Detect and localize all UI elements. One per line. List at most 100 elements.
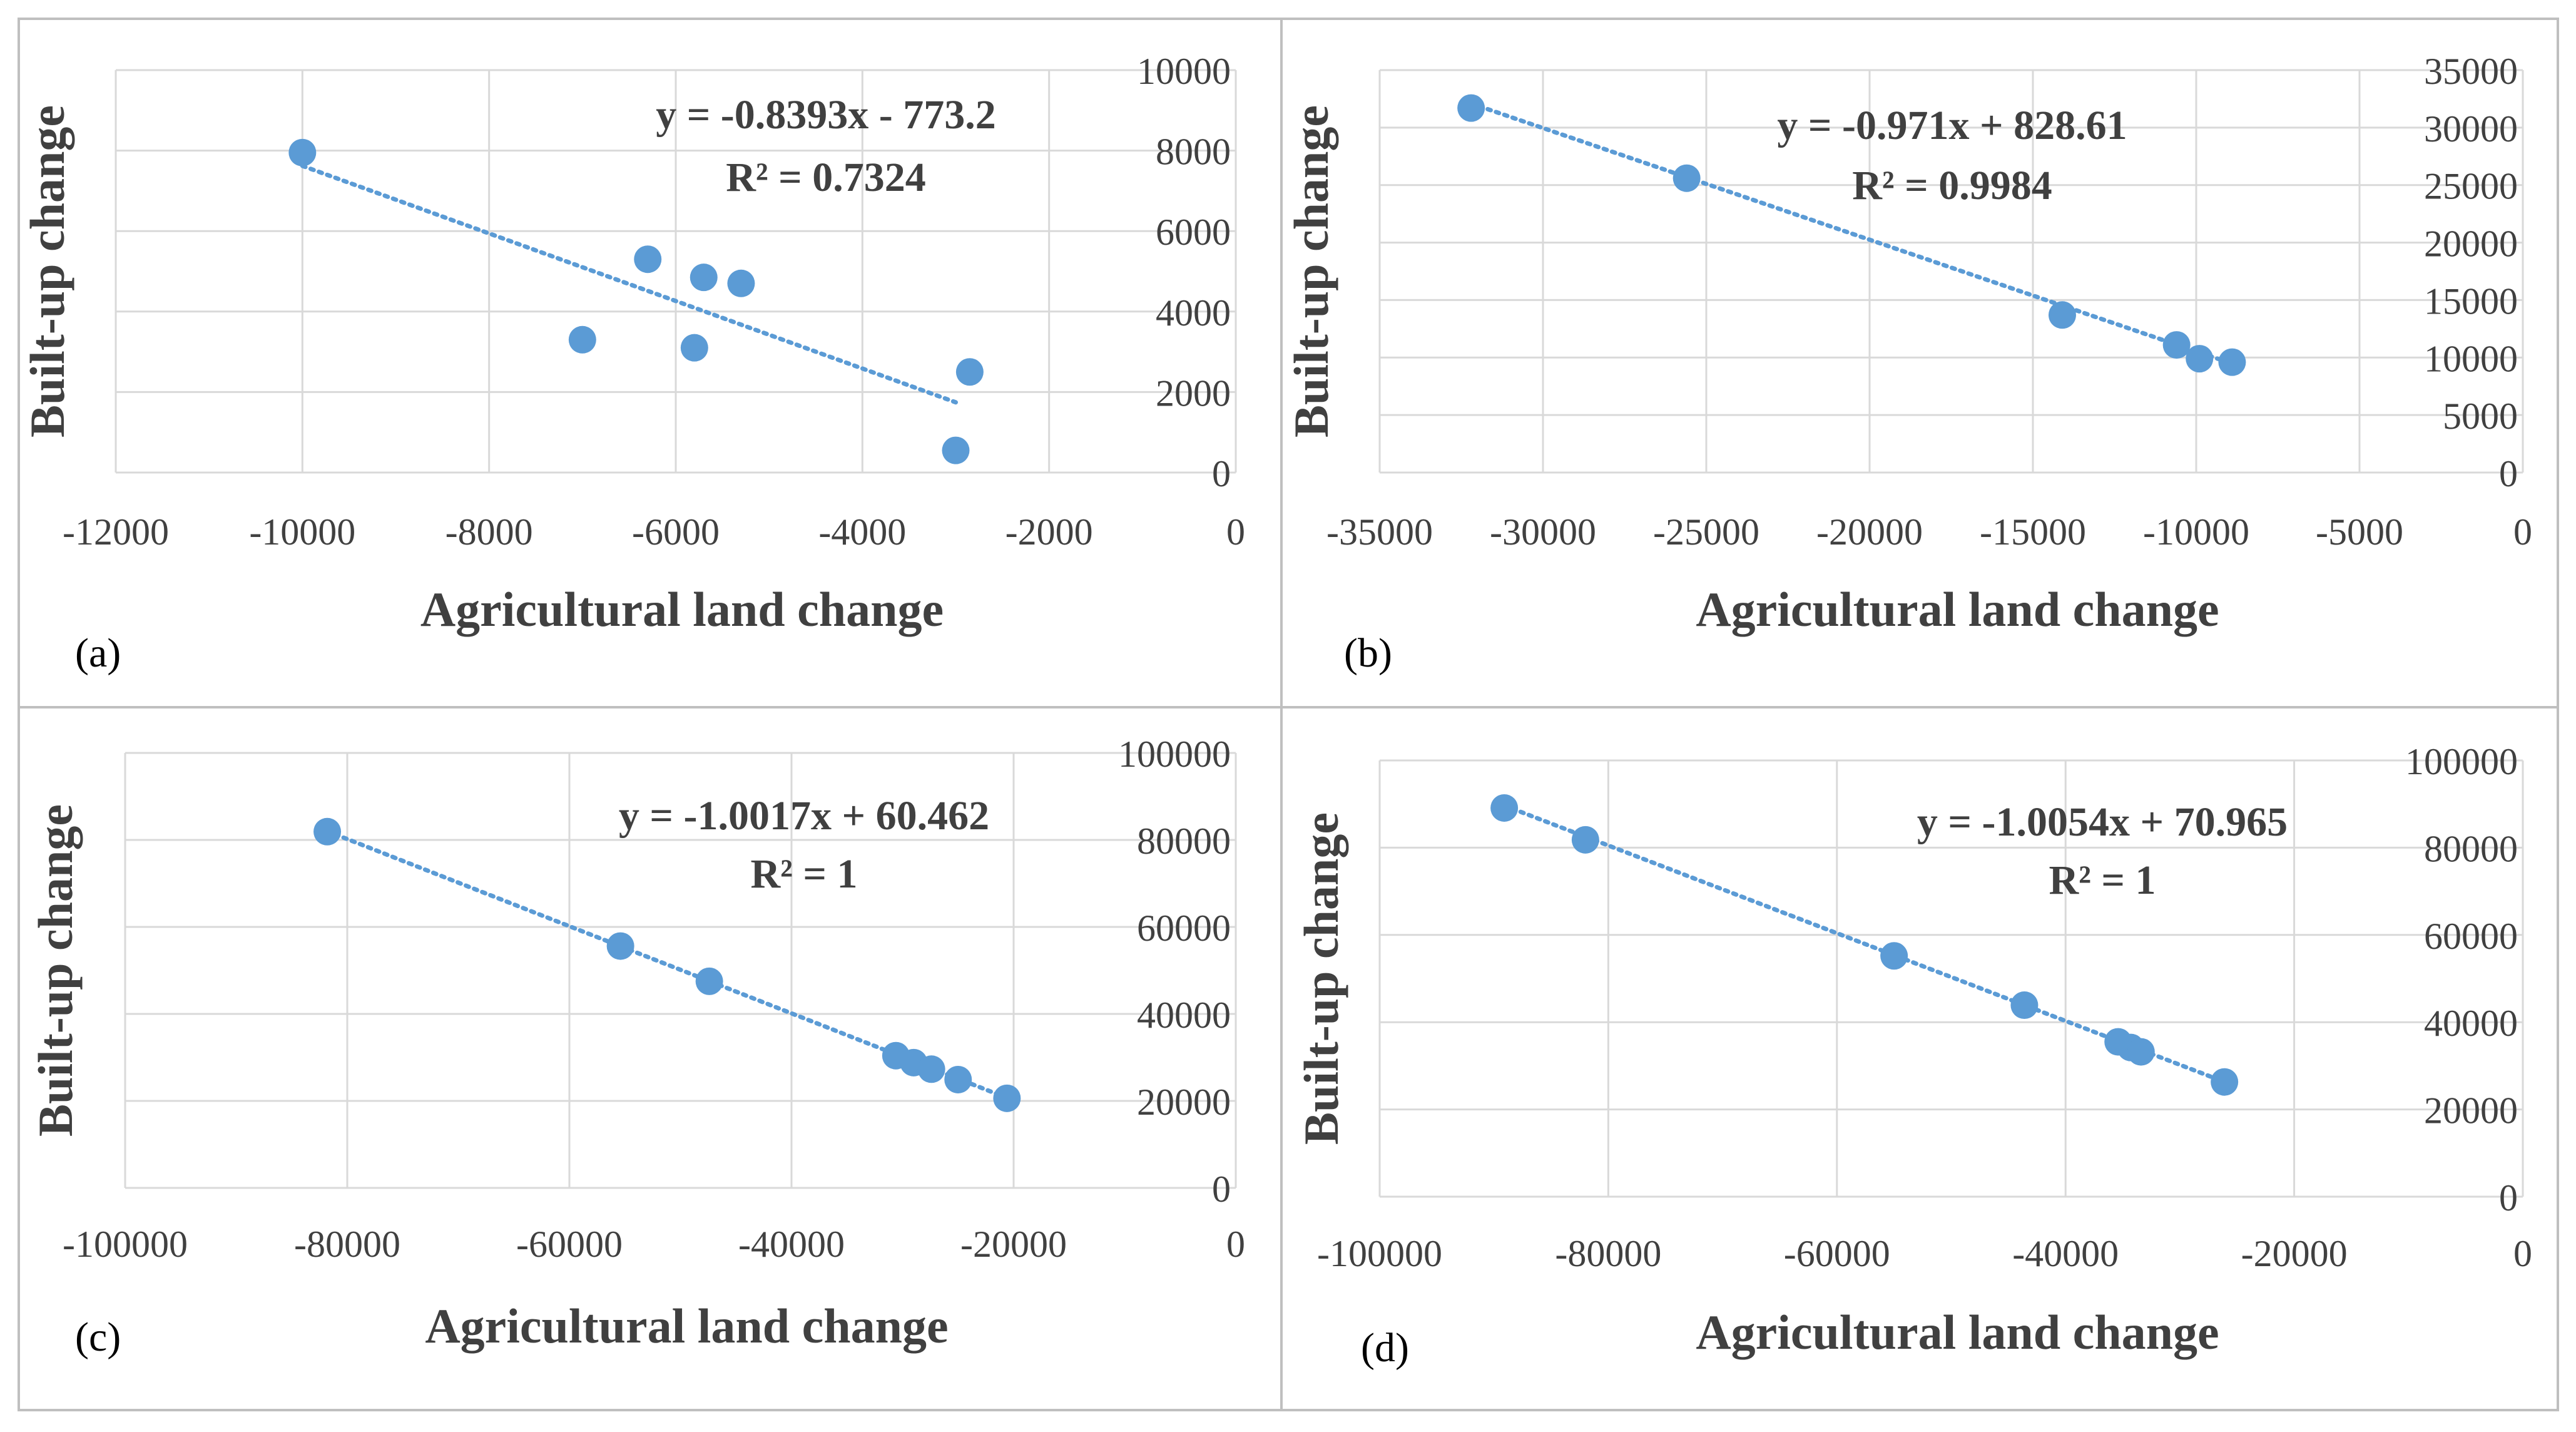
x-tick-label: -12000 [63, 511, 169, 553]
y-tick-label: 8000 [1156, 131, 1231, 173]
data-point [917, 1055, 945, 1083]
y-tick-label: 0 [2499, 453, 2518, 494]
panel-label: (c) [75, 1314, 121, 1360]
trendline-equation: y = -1.0017x + 60.462 [619, 793, 989, 839]
y-tick-label: 80000 [2424, 828, 2518, 869]
y-tick-label: 20000 [2424, 1090, 2518, 1132]
y-tick-label: 30000 [2424, 108, 2518, 150]
y-tick-label: 4000 [1156, 292, 1231, 334]
x-tick-label: 0 [2513, 1233, 2532, 1274]
x-tick-label: -40000 [2012, 1233, 2119, 1274]
chart-panel-b: -35000 -30000 -25000 -20000 -15000 -10000 -500… [1284, 51, 2532, 676]
data-point [1490, 794, 1519, 822]
y-axis-title: Built-up change [20, 105, 74, 437]
data-point [942, 436, 970, 464]
data-point [2218, 348, 2246, 376]
figure-border [18, 18, 2559, 1411]
x-tick-label: -30000 [1490, 511, 1596, 553]
r-squared-label: R² = 1 [2049, 857, 2156, 903]
x-axis-title: Agricultural land change [1696, 582, 2219, 637]
y-tick-label: 100000 [1118, 734, 1231, 775]
data-point [1880, 942, 1908, 970]
panel-label: (d) [1361, 1325, 1409, 1371]
x-tick-label: -2000 [1005, 511, 1093, 553]
y-tick-label: 10000 [2424, 338, 2518, 379]
x-tick-label: 0 [2513, 511, 2532, 553]
data-point [1672, 164, 1701, 192]
r-squared-label: R² = 0.7324 [726, 155, 926, 200]
x-tick-label: -15000 [1980, 511, 2086, 553]
trendline [1469, 101, 2234, 366]
y-tick-label: 6000 [1156, 212, 1231, 253]
y-tick-label: 40000 [2424, 1003, 2518, 1044]
x-tick-label: -60000 [1784, 1233, 1890, 1274]
x-axis-title: Agricultural land change [1696, 1305, 2219, 1359]
data-point [2162, 331, 2191, 359]
data-point [2010, 991, 2039, 1020]
y-axis-title: Built-up change [28, 804, 83, 1137]
trendline [1502, 803, 2227, 1085]
x-tick-label: -8000 [445, 511, 533, 553]
data-point [606, 932, 634, 960]
x-tick-label: -40000 [738, 1224, 845, 1265]
trendline [300, 163, 958, 405]
y-tick-label: 15000 [2424, 280, 2518, 322]
x-tick-label: -25000 [1653, 511, 1759, 553]
x-tick-label: -100000 [63, 1224, 188, 1265]
y-tick-label: 0 [2499, 1177, 2518, 1219]
panel-label: (b) [1344, 630, 1392, 676]
data-point [2211, 1068, 2239, 1096]
y-tick-label: 35000 [2424, 51, 2518, 92]
y-tick-label: 10000 [1137, 51, 1231, 92]
x-axis-title: Agricultural land change [420, 582, 944, 637]
x-tick-label: -100000 [1317, 1233, 1442, 1274]
data-point [727, 269, 755, 297]
data-point [288, 138, 317, 166]
y-tick-label: 20000 [1137, 1082, 1231, 1123]
data-point [1571, 826, 1599, 854]
panel-label: (a) [75, 630, 121, 676]
r-squared-label: R² = 1 [750, 851, 857, 897]
trendline-equation: y = -0.971x + 828.61 [1777, 103, 2127, 148]
x-tick-label: 0 [1226, 1224, 1245, 1265]
data-point [2186, 345, 2214, 373]
data-point [993, 1084, 1021, 1112]
data-point [568, 325, 596, 354]
y-tick-label: 20000 [2424, 223, 2518, 265]
y-tick-label: 5000 [2443, 396, 2518, 437]
x-tick-label: -10000 [2143, 511, 2249, 553]
y-tick-label: 60000 [2424, 916, 2518, 957]
x-tick-label: -20000 [2241, 1233, 2348, 1274]
data-point [313, 817, 342, 846]
x-tick-label: -4000 [818, 511, 906, 553]
x-tick-label: -80000 [1555, 1233, 1661, 1274]
x-tick-label: -35000 [1326, 511, 1433, 553]
r-squared-label: R² = 0.9984 [1852, 163, 2052, 208]
data-point [1457, 94, 1485, 122]
x-tick-label: -20000 [960, 1224, 1067, 1265]
x-tick-label: 0 [1226, 511, 1245, 553]
trendline-equation: y = -0.8393x - 773.2 [656, 92, 996, 138]
y-tick-label: 100000 [2405, 741, 2518, 782]
data-point [680, 334, 708, 362]
x-tick-label: -6000 [632, 511, 720, 553]
chart-panel-a: -12000 -10000 -8000 -6000 -4000 -2000 0 0 2000 40… [20, 51, 1245, 676]
y-tick-label: 25000 [2424, 166, 2518, 207]
x-tick-label: -20000 [1816, 511, 1923, 553]
y-axis-title: Built-up change [1294, 812, 1348, 1145]
y-tick-label: 0 [1212, 453, 1231, 494]
data-point [634, 245, 662, 274]
data-point [695, 967, 723, 995]
data-point [944, 1065, 972, 1093]
data-point [955, 358, 984, 386]
data-point [2048, 301, 2076, 329]
chart-panel-d: -100000 -80000 -60000 -40000 -20000 0 0 20000 40… [1294, 741, 2532, 1371]
data-point [2127, 1038, 2155, 1066]
y-tick-label: 2000 [1156, 372, 1231, 414]
y-tick-label: 80000 [1137, 821, 1231, 862]
y-tick-label: 60000 [1137, 908, 1231, 949]
y-tick-label: 40000 [1137, 995, 1231, 1036]
y-axis-title: Built-up change [1284, 105, 1338, 437]
